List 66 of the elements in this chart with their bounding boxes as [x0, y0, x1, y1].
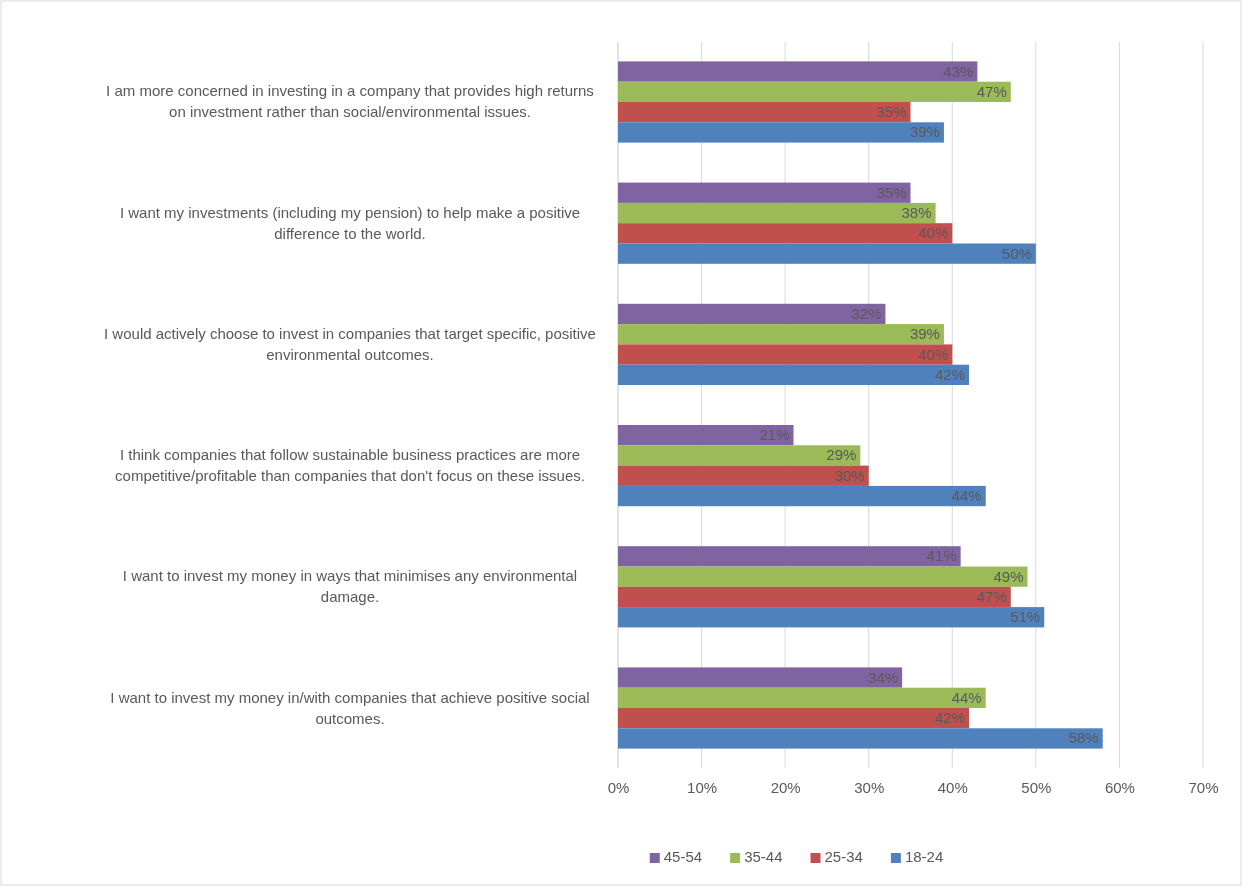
- data-label: 44%: [951, 487, 982, 505]
- data-label: 44%: [951, 688, 982, 706]
- bar: [618, 122, 944, 143]
- bar: [618, 324, 944, 345]
- legend-label: 45-54: [663, 848, 703, 865]
- data-label: 35%: [876, 183, 907, 201]
- legend-label: 25-34: [824, 848, 863, 865]
- data-label: 32%: [851, 304, 882, 322]
- x-tick-label: 40%: [937, 778, 968, 796]
- data-label: 49%: [993, 567, 1024, 585]
- y-tick-label: I would actively choose to invest in companies that target specific, positive environmental outcomes.: [104, 324, 596, 363]
- legend-label: 18-24: [904, 848, 944, 865]
- bar: [618, 667, 903, 688]
- bar: [618, 425, 794, 446]
- bar: [618, 303, 886, 325]
- x-tick-label: 70%: [1188, 778, 1219, 796]
- bar: [618, 728, 1103, 749]
- bar: [618, 546, 961, 567]
- bar: [618, 364, 969, 385]
- bar: [618, 202, 936, 224]
- x-tick-label: 20%: [770, 778, 801, 796]
- bar: [618, 61, 978, 82]
- x-tick-label: 30%: [854, 778, 885, 796]
- data-label: 39%: [909, 325, 940, 343]
- data-label: 21%: [759, 426, 790, 444]
- data-label: 30%: [834, 466, 865, 484]
- data-label: 40%: [918, 345, 949, 363]
- bar: [618, 566, 1028, 587]
- x-tick-label: 0%: [607, 778, 630, 796]
- bar: [618, 586, 1011, 608]
- bar: [618, 102, 911, 123]
- data-label: 38%: [901, 204, 932, 222]
- data-label: 47%: [976, 587, 1007, 605]
- data-label: 42%: [934, 365, 965, 383]
- data-label: 40%: [918, 224, 949, 242]
- data-label: 42%: [934, 709, 965, 727]
- y-tick-label: I think companies that follow sustainable business practices are more competitive/profitable than companies that don't focus on these issues.: [115, 446, 585, 485]
- legend-label: 35-44: [744, 848, 783, 865]
- data-label: 34%: [868, 668, 899, 686]
- data-label: 50%: [1001, 244, 1032, 262]
- bar: [618, 243, 1036, 264]
- bar: [618, 607, 1045, 628]
- data-label: 35%: [876, 103, 907, 121]
- data-label: 39%: [909, 123, 940, 141]
- x-tick-label: 10%: [687, 778, 718, 796]
- bar: [618, 465, 869, 486]
- data-label: 43%: [943, 62, 974, 80]
- y-tick-label: I want my investments (including my pension) to help make a positive difference to the world.: [119, 203, 581, 242]
- data-label: 51%: [1010, 608, 1041, 626]
- bar: [618, 344, 953, 365]
- y-tick-label: I want to invest my money in/with companies that achieve positive social outcomes.: [110, 688, 590, 727]
- bar: [618, 81, 1011, 102]
- data-label: 41%: [926, 547, 957, 565]
- bar: [618, 445, 861, 466]
- bar: [618, 182, 911, 203]
- y-tick-label: I want to invest my money in ways that minimises any environmental damage.: [122, 567, 578, 606]
- data-label: 58%: [1068, 729, 1099, 747]
- bar: [618, 223, 953, 244]
- bar: [618, 687, 986, 709]
- x-tick-label: 50%: [1021, 778, 1052, 796]
- data-label: 47%: [976, 82, 1007, 100]
- y-tick-label: I am more concerned in investing in a company that provides high returns on investment rather than social/environmental issues.: [106, 82, 594, 121]
- data-label: 29%: [826, 446, 857, 464]
- bar: [618, 485, 986, 507]
- bar: [618, 708, 969, 729]
- x-tick-label: 60%: [1104, 778, 1135, 796]
